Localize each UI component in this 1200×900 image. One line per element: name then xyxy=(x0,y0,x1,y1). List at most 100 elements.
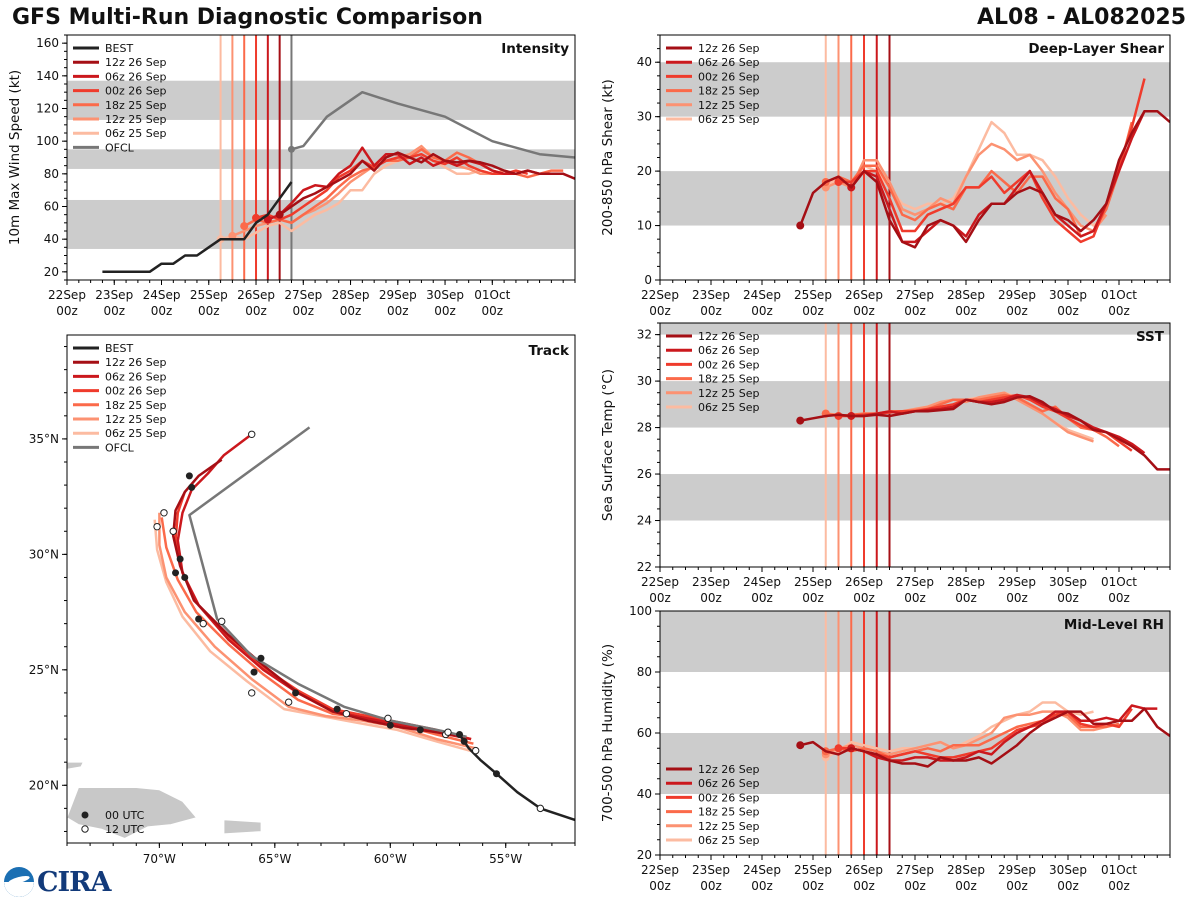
sst-legend-label: 12z 25 Sep xyxy=(698,387,760,400)
shear-series-start-point xyxy=(796,221,805,230)
shear-ylabel: 200-850 hPa Shear (kt) xyxy=(600,79,616,236)
track-xtick-label: 55°W xyxy=(489,852,522,866)
shear-legend-label: 12z 26 Sep xyxy=(698,42,760,55)
intensity-legend-label: 12z 25 Sep xyxy=(105,113,167,126)
track-point-12utc xyxy=(160,509,168,517)
intensity-xtick-hour: 00z xyxy=(340,304,362,318)
rh-xtick-hour: 00z xyxy=(751,879,773,893)
shear-xtick-hour: 00z xyxy=(853,304,875,318)
shear-xtick-label: 26Sep xyxy=(845,288,883,302)
rh-ylabel: 700-500 hPa Humidity (%) xyxy=(600,644,616,822)
track-point-00utc xyxy=(492,770,500,778)
track-xtick-label: 65°W xyxy=(258,852,291,866)
intensity-ylabel: 10m Max Wind Speed (kt) xyxy=(7,70,23,245)
rh-ytick-label: 100 xyxy=(629,604,652,618)
track-ofcl-line xyxy=(188,426,467,739)
sst-xtick-label: 22Sep xyxy=(641,575,679,589)
sst-xtick-label: 27Sep xyxy=(896,575,934,589)
track-point-00utc xyxy=(456,730,464,738)
track-title: Track xyxy=(529,343,570,359)
track-plot-area xyxy=(67,426,575,839)
rh-legend-label: 12z 25 Sep xyxy=(698,820,760,833)
sst-xtick-label: 29Sep xyxy=(998,575,1036,589)
rh-xtick-hour: 00z xyxy=(853,879,875,893)
rh-xtick-label: 01Oct xyxy=(1101,863,1137,877)
sst-ytick-label: 28 xyxy=(637,421,652,435)
track-point-00utc xyxy=(195,615,203,623)
track-legend-marker-12utc xyxy=(81,825,89,833)
intensity-xtick-label: 22Sep xyxy=(48,288,86,302)
sst-xtick-hour: 00z xyxy=(904,591,926,605)
sst-xtick-label: 01Oct xyxy=(1101,575,1137,589)
intensity-xtick-label: 24Sep xyxy=(143,288,181,302)
shear-band xyxy=(660,171,1170,226)
sst-plot-area xyxy=(660,323,1170,567)
intensity-ofcl-line xyxy=(291,90,575,159)
shear-xtick-hour: 00z xyxy=(700,304,722,318)
track-series-line xyxy=(176,433,472,741)
track-point-12utc xyxy=(218,617,226,626)
shear-xtick-label: 29Sep xyxy=(998,288,1036,302)
shear-xtick-label: 24Sep xyxy=(743,288,781,302)
sst-xtick-hour: 00z xyxy=(751,591,773,605)
intensity-series-start-point xyxy=(263,215,272,224)
intensity-xtick-label: 27Sep xyxy=(284,288,322,302)
track-ytick-label: 25°N xyxy=(29,663,59,677)
track-series-line xyxy=(174,491,472,741)
intensity-xtick-label: 01Oct xyxy=(474,288,510,302)
intensity-xtick-label: 30Sep xyxy=(426,288,464,302)
track-series-line xyxy=(158,512,476,750)
chart-intensity: 20 40 60 80 100 120 140 160 22Sep 00z 23Sep 00z 24Se… xyxy=(7,34,576,318)
intensity-band xyxy=(67,199,575,249)
intensity-band xyxy=(67,149,575,169)
page-title: GFS Multi-Run Diagnostic Comparison xyxy=(12,5,483,30)
track-point-12utc xyxy=(248,689,256,697)
rh-xtick-label: 26Sep xyxy=(845,863,883,877)
intensity-legend-label: 18z 25 Sep xyxy=(105,99,167,112)
intensity-series-start-point xyxy=(275,210,284,219)
storm-id: AL08 - AL082025 xyxy=(977,5,1186,30)
track-point-00utc xyxy=(250,668,258,676)
shear-xtick-label: 28Sep xyxy=(947,288,985,302)
track-point-12utc xyxy=(536,804,545,813)
shear-xtick-hour: 00z xyxy=(955,304,977,318)
track-point-00utc xyxy=(460,737,468,745)
intensity-xtick-hour: 00z xyxy=(387,304,409,318)
shear-xtick-hour: 00z xyxy=(1108,304,1130,318)
track-legend-label: BEST xyxy=(105,342,133,355)
sst-series-start-point xyxy=(796,416,805,425)
track-point-12utc xyxy=(169,527,177,535)
shear-xtick-label: 01Oct xyxy=(1101,288,1137,302)
track-point-00utc xyxy=(185,472,193,480)
shear-ytick-label: 40 xyxy=(637,55,652,69)
track-point-12utc xyxy=(199,619,207,628)
intensity-xtick-hour: 00z xyxy=(56,304,78,318)
sst-xtick-label: 24Sep xyxy=(743,575,781,589)
intensity-xtick-hour: 00z xyxy=(434,304,456,318)
logo-text: CIRA xyxy=(37,866,112,898)
rh-series-line xyxy=(838,707,1133,759)
sst-xtick-label: 30Sep xyxy=(1049,575,1087,589)
intensity-series-start-point xyxy=(240,222,249,231)
rh-series-line xyxy=(800,707,1170,768)
sst-xtick-hour: 00z xyxy=(700,591,722,605)
shear-title: Deep-Layer Shear xyxy=(1028,41,1164,57)
intensity-legend-label: BEST xyxy=(105,42,133,55)
shear-series-line xyxy=(825,142,1108,233)
shear-xtick-label: 23Sep xyxy=(692,288,730,302)
sst-legend-label: 00z 26 Sep xyxy=(698,358,760,371)
rh-xtick-label: 28Sep xyxy=(947,863,985,877)
intensity-xtick-label: 26Sep xyxy=(237,288,275,302)
track-legend-label: 18z 25 Sep xyxy=(105,399,167,412)
track-xtick-label: 70°W xyxy=(143,852,176,866)
intensity-ytick-label: 80 xyxy=(44,167,59,181)
intensity-xtick-label: 23Sep xyxy=(95,288,133,302)
track-legend-marker-label: 12 UTC xyxy=(105,823,145,836)
sst-xtick-label: 23Sep xyxy=(692,575,730,589)
intensity-ytick-label: 160 xyxy=(36,36,59,50)
intensity-best-line xyxy=(102,181,293,274)
intensity-plot-area xyxy=(67,35,575,280)
track-ytick-label: 30°N xyxy=(29,547,59,561)
sst-series-line xyxy=(800,394,1170,471)
shear-xtick-hour: 00z xyxy=(1057,304,1079,318)
